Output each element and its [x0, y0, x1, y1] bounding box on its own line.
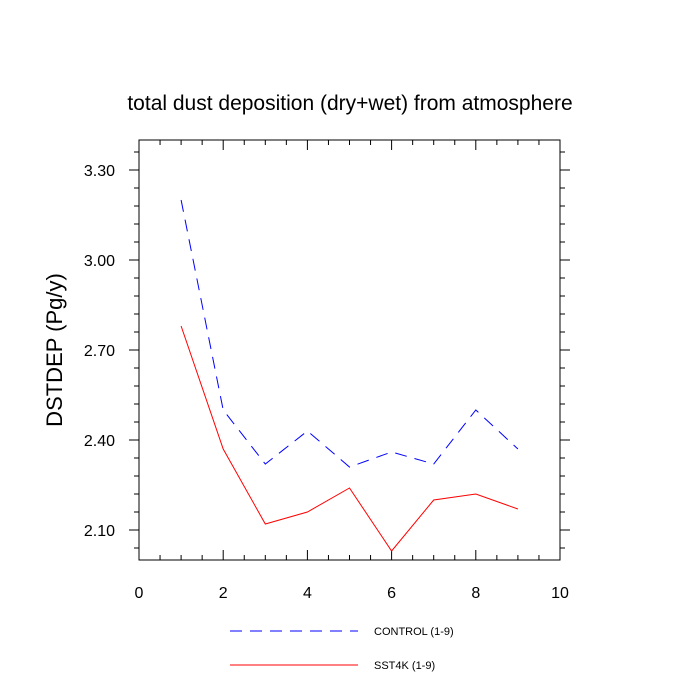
x-tick-label: 10	[551, 585, 569, 602]
y-tick-label: 2.40	[84, 433, 115, 450]
y-tick-label: 3.00	[84, 253, 115, 270]
y-tick-label: 3.30	[84, 163, 115, 180]
series-line-control	[180, 199, 519, 468]
legend-label-control: CONTROL (1-9)	[374, 626, 454, 638]
axis-ticks: 0 2 4 6 8 10 2.10 2.40 2.70 3.00 3.30	[84, 140, 570, 602]
y-axis-label: DSTDEP (Pg/y)	[42, 273, 67, 427]
series-lines	[180, 199, 519, 552]
plot-frame	[138, 139, 561, 561]
x-tick-label: 2	[219, 585, 228, 602]
y-tick-label: 2.70	[84, 343, 115, 360]
x-tick-label: 4	[303, 585, 312, 602]
legend-label-sst4k: SST4K (1-9)	[374, 660, 435, 672]
legend: CONTROL (1-9) SST4K (1-9)	[230, 626, 454, 672]
x-tick-label: 0	[135, 585, 144, 602]
y-tick-label: 2.10	[84, 523, 115, 540]
series-line-sst4k	[180, 325, 519, 552]
x-tick-label: 6	[387, 585, 396, 602]
x-tick-label: 8	[471, 585, 480, 602]
chart-title: total dust deposition (dry+wet) from atm…	[127, 92, 572, 115]
